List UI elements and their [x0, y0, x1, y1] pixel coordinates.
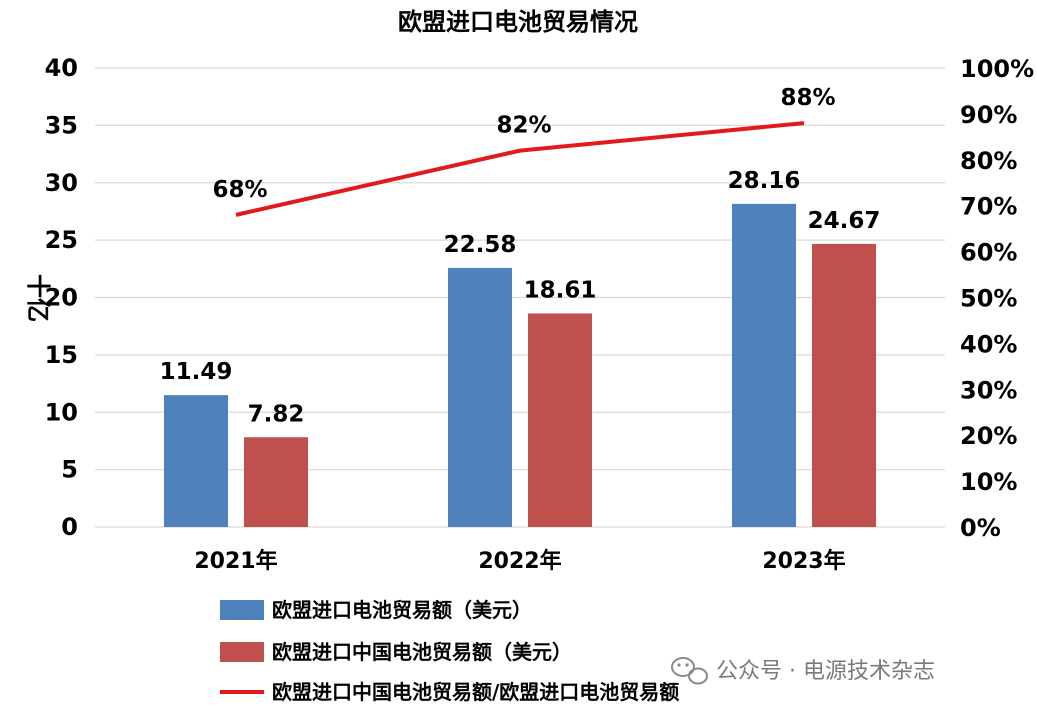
- right-tick-label: 40%: [960, 330, 1017, 358]
- y-axis-label: 十亿: [24, 274, 52, 322]
- category-label: 2023年: [762, 548, 845, 574]
- legend-label: 欧盟进口中国电池贸易额（美元）: [272, 640, 572, 664]
- right-tick-label: 60%: [960, 239, 1017, 267]
- right-tick-label: 0%: [960, 514, 1001, 542]
- left-tick-label: 5: [61, 456, 78, 484]
- category-label: 2021年: [194, 548, 277, 574]
- bar: [528, 313, 592, 527]
- left-tick-label: 10: [45, 398, 78, 426]
- bar: [164, 395, 228, 527]
- left-tick-label: 0: [61, 513, 78, 541]
- legend-label: 欧盟进口中国电池贸易额/欧盟进口电池贸易额: [272, 680, 679, 704]
- bar-data-label: 7.82: [248, 401, 305, 427]
- right-tick-label: 20%: [960, 422, 1017, 450]
- right-tick-label: 70%: [960, 193, 1017, 221]
- watermark: 公众号 · 电源技术杂志: [671, 657, 935, 685]
- bar: [244, 437, 308, 527]
- bar-data-label: 11.49: [160, 359, 233, 385]
- bar: [448, 267, 512, 527]
- category-labels: 2021年 2022年 2023年: [194, 548, 845, 574]
- ratio-line: 68% 82% 88%: [212, 85, 836, 217]
- line-data-label: 68%: [212, 177, 267, 203]
- bar: [812, 243, 876, 527]
- gridlines: [95, 67, 945, 528]
- watermark-text: 公众号 · 电源技术杂志: [716, 659, 935, 684]
- right-tick-label: 30%: [960, 376, 1017, 404]
- left-tick-label: 25: [45, 226, 78, 254]
- right-tick-label: 90%: [960, 101, 1017, 129]
- legend-swatch: [220, 600, 264, 620]
- bar: [732, 203, 796, 527]
- line-data-label: 82%: [496, 113, 551, 139]
- left-axis-ticks: 0 5 10 15 20 25 30 35 40: [45, 54, 78, 541]
- left-tick-label: 20: [45, 284, 78, 312]
- right-tick-label: 80%: [960, 147, 1017, 175]
- bars: 11.49 22.58 28.16 7.82 18.61 24.67: [160, 168, 881, 527]
- chart-title: 欧盟进口电池贸易情况: [398, 8, 638, 36]
- right-tick-label: 10%: [960, 468, 1017, 496]
- line-data-label: 88%: [780, 85, 835, 111]
- left-tick-label: 30: [45, 169, 78, 197]
- category-label: 2022年: [478, 548, 561, 574]
- right-tick-label: 50%: [960, 285, 1017, 313]
- left-tick-label: 15: [45, 341, 78, 369]
- ratio-series-line: [235, 121, 805, 217]
- legend-swatch: [220, 642, 264, 662]
- bar-data-label: 28.16: [728, 168, 801, 194]
- left-tick-label: 40: [45, 54, 78, 82]
- bar-data-label: 18.61: [524, 277, 597, 303]
- legend: 欧盟进口电池贸易额（美元） 欧盟进口中国电池贸易额（美元） 欧盟进口中国电池贸易额/…: [220, 598, 679, 704]
- bar-data-label: 22.58: [444, 232, 517, 258]
- left-tick-label: 35: [45, 111, 78, 139]
- right-tick-label: 100%: [960, 55, 1034, 83]
- wechat-icon: [671, 657, 708, 685]
- bar-data-label: 24.67: [808, 208, 881, 234]
- right-axis-ticks: 0% 10% 20% 30% 40% 50% 60% 70% 80% 90% 100%: [960, 55, 1034, 542]
- legend-label: 欧盟进口电池贸易额（美元）: [272, 598, 532, 622]
